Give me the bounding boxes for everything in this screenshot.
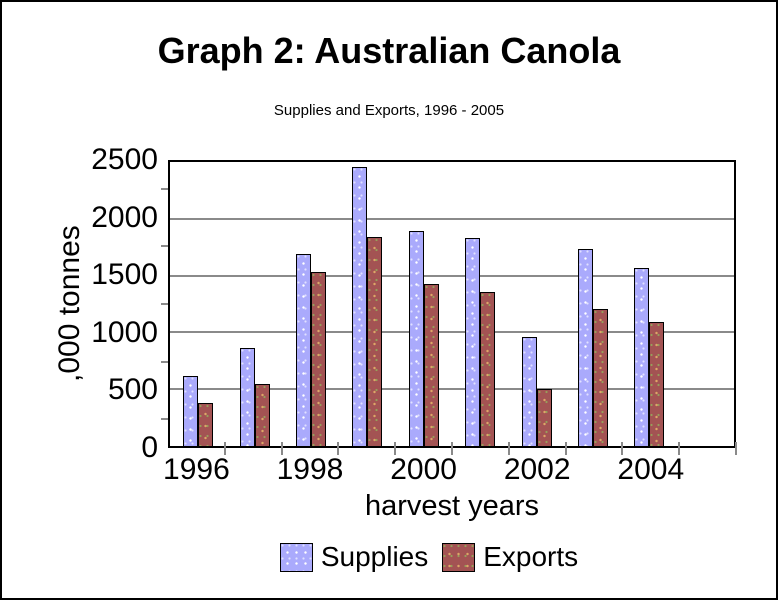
bar-exports-2003 — [593, 308, 609, 446]
legend-swatch-exports — [442, 542, 476, 572]
bar-supplies-1999 — [352, 166, 368, 446]
bar-supplies-1996 — [183, 375, 199, 446]
x-tick-9 — [678, 442, 681, 455]
slot-1999 — [339, 162, 395, 446]
bar-supplies-1997 — [239, 348, 255, 446]
bar-supplies-2000 — [408, 231, 424, 446]
bar-supplies-2002 — [521, 336, 537, 446]
x-tick-label-1998: 1998 — [276, 453, 344, 486]
bar-supplies-2003 — [578, 249, 594, 446]
legend-label-supplies: Supplies — [320, 541, 429, 572]
legend-label-exports: Exports — [483, 541, 579, 572]
y-tick-label-1000: 1000 — [91, 315, 158, 349]
slot-2000 — [396, 162, 452, 446]
x-tick-1 — [223, 442, 226, 455]
y-tick-label-500: 500 — [107, 373, 158, 407]
bar-exports-2002 — [536, 389, 552, 446]
y-tick-label-2500: 2500 — [91, 143, 158, 176]
legend-item-supplies: Supplies — [279, 541, 429, 572]
gridline-1500 — [170, 274, 734, 277]
x-tick-2 — [280, 442, 283, 455]
plot-area — [168, 160, 736, 448]
slot-2002 — [508, 162, 564, 446]
slot-2004 — [621, 162, 677, 446]
x-tick-6 — [507, 442, 510, 455]
y-tick-label-2000: 2000 — [91, 200, 158, 234]
x-tick-5 — [451, 442, 453, 455]
chart-subtitle: Supplies and Exports, 1996 - 2005 — [273, 102, 505, 119]
bar-supplies-2001 — [465, 238, 481, 446]
slot-1998 — [283, 162, 339, 446]
y-tick-label-0: 0 — [141, 431, 158, 464]
bar-exports-2000 — [423, 283, 439, 446]
gridline-500 — [170, 388, 734, 391]
x-axis-tick-labels: 1996 1998 2000 2002 2004 — [163, 453, 736, 490]
slot-1997 — [226, 162, 282, 446]
x-tick-label-2000: 2000 — [390, 453, 457, 486]
gridline-2000 — [170, 217, 734, 220]
bar-exports-2004 — [649, 322, 665, 446]
slot-2003 — [565, 162, 621, 446]
legend-item-exports: Exports — [442, 542, 578, 572]
y-axis-tick-labels: 0 500 1000 1500 2000 2500 — [32, 145, 158, 463]
x-tick-3 — [337, 442, 340, 455]
bar-exports-1997 — [254, 384, 270, 446]
bar-supplies-1998 — [296, 254, 312, 446]
bar-exports-2001 — [480, 291, 496, 446]
chart-title: Graph 2: Australian Canola — [157, 30, 621, 71]
x-tick-7 — [564, 442, 567, 455]
x-axis-ticks — [168, 442, 737, 455]
legend-swatch-supplies — [279, 542, 313, 572]
slot-2001 — [452, 162, 508, 446]
bar-exports-1999 — [367, 236, 383, 446]
x-axis-title: harvest years — [364, 490, 540, 522]
y-tick-label-1500: 1500 — [91, 258, 158, 292]
slot-1996 — [170, 162, 226, 446]
bar-supplies-2004 — [634, 267, 650, 446]
bar-exports-1998 — [311, 272, 327, 446]
gridline-1000 — [170, 331, 734, 334]
x-tick-4 — [394, 442, 397, 455]
slot-2005 — [678, 162, 734, 446]
x-tick-10 — [735, 442, 737, 455]
x-tick-label-1996: 1996 — [163, 453, 230, 486]
bar-exports-1996 — [198, 402, 214, 446]
x-tick-label-2004: 2004 — [617, 453, 685, 486]
legend: Supplies Exports — [2, 542, 778, 572]
x-tick-8 — [621, 442, 624, 455]
bar-slots — [170, 162, 734, 446]
x-tick-label-2002: 2002 — [503, 453, 571, 486]
